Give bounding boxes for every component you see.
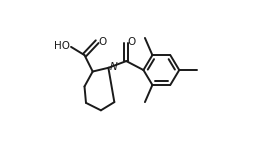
Text: O: O — [127, 37, 135, 47]
Text: N: N — [110, 62, 118, 72]
Text: O: O — [98, 37, 106, 47]
Text: HO: HO — [54, 41, 70, 51]
